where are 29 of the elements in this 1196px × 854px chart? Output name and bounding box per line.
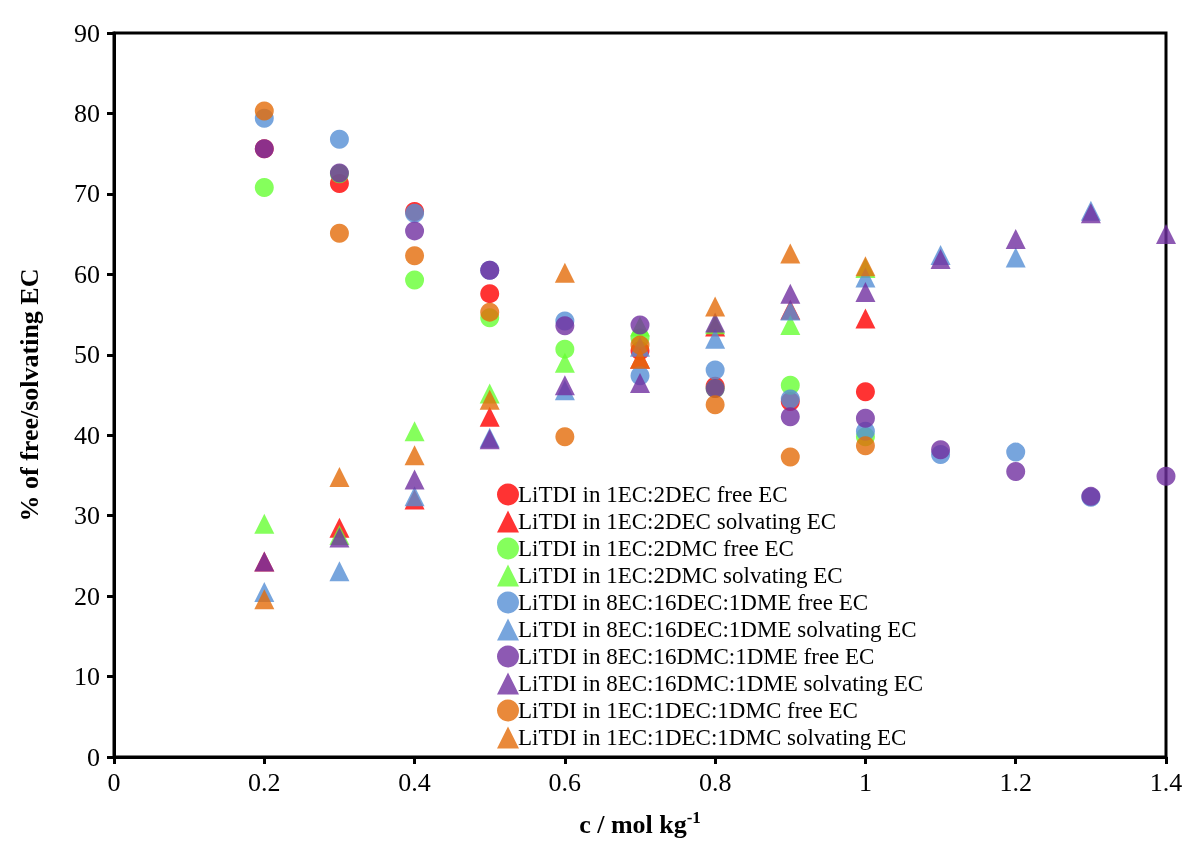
y-tick-label: 80 xyxy=(74,98,100,128)
legend-label: LiTDI in 1EC:1DEC:1DMC solvating EC xyxy=(518,725,907,750)
x-tick-label: 0 xyxy=(107,767,121,797)
legend-label: LiTDI in 8EC:16DMC:1DME free EC xyxy=(518,644,875,669)
legend-label: LiTDI in 1EC:2DEC free EC xyxy=(518,482,788,507)
y-tick-label: 60 xyxy=(74,259,100,289)
y-tick-label: 10 xyxy=(74,662,100,692)
legend-label: LiTDI in 1EC:2DMC free EC xyxy=(518,536,794,561)
y-tick-label: 30 xyxy=(74,501,100,531)
legend-label: LiTDI in 8EC:16DEC:1DME solvating EC xyxy=(518,617,917,642)
y-tick-label: 0 xyxy=(87,742,100,772)
x-tick-label: 0.6 xyxy=(548,767,582,797)
y-tick-label: 70 xyxy=(74,179,100,209)
legend-label: LiTDI in 1EC:2DMC solvating EC xyxy=(518,563,843,588)
y-tick-label: 40 xyxy=(74,420,100,450)
x-tick-label: 0.8 xyxy=(698,767,732,797)
y-tick-label: 90 xyxy=(74,18,100,48)
legend-label: LiTDI in 1EC:2DEC solvating EC xyxy=(518,509,837,534)
x-tick-label: 0.4 xyxy=(398,767,431,797)
x-tick-label: 1 xyxy=(858,767,872,797)
x-tick-label: 1.4 xyxy=(1149,767,1183,797)
legend-label: LiTDI in 8EC:16DEC:1DME free EC xyxy=(518,590,869,615)
y-tick-label: 50 xyxy=(74,340,100,370)
legend-label: LiTDI in 8EC:16DMC:1DME solvating EC xyxy=(518,671,924,696)
legend-label: LiTDI in 1EC:1DEC:1DMC free EC xyxy=(518,698,858,723)
y-tick-label: 20 xyxy=(74,581,100,611)
x-tick-label: 0.2 xyxy=(248,767,281,797)
x-tick-label: 1.2 xyxy=(999,767,1032,797)
y-axis-title: % of free/solvating EC xyxy=(14,268,44,522)
